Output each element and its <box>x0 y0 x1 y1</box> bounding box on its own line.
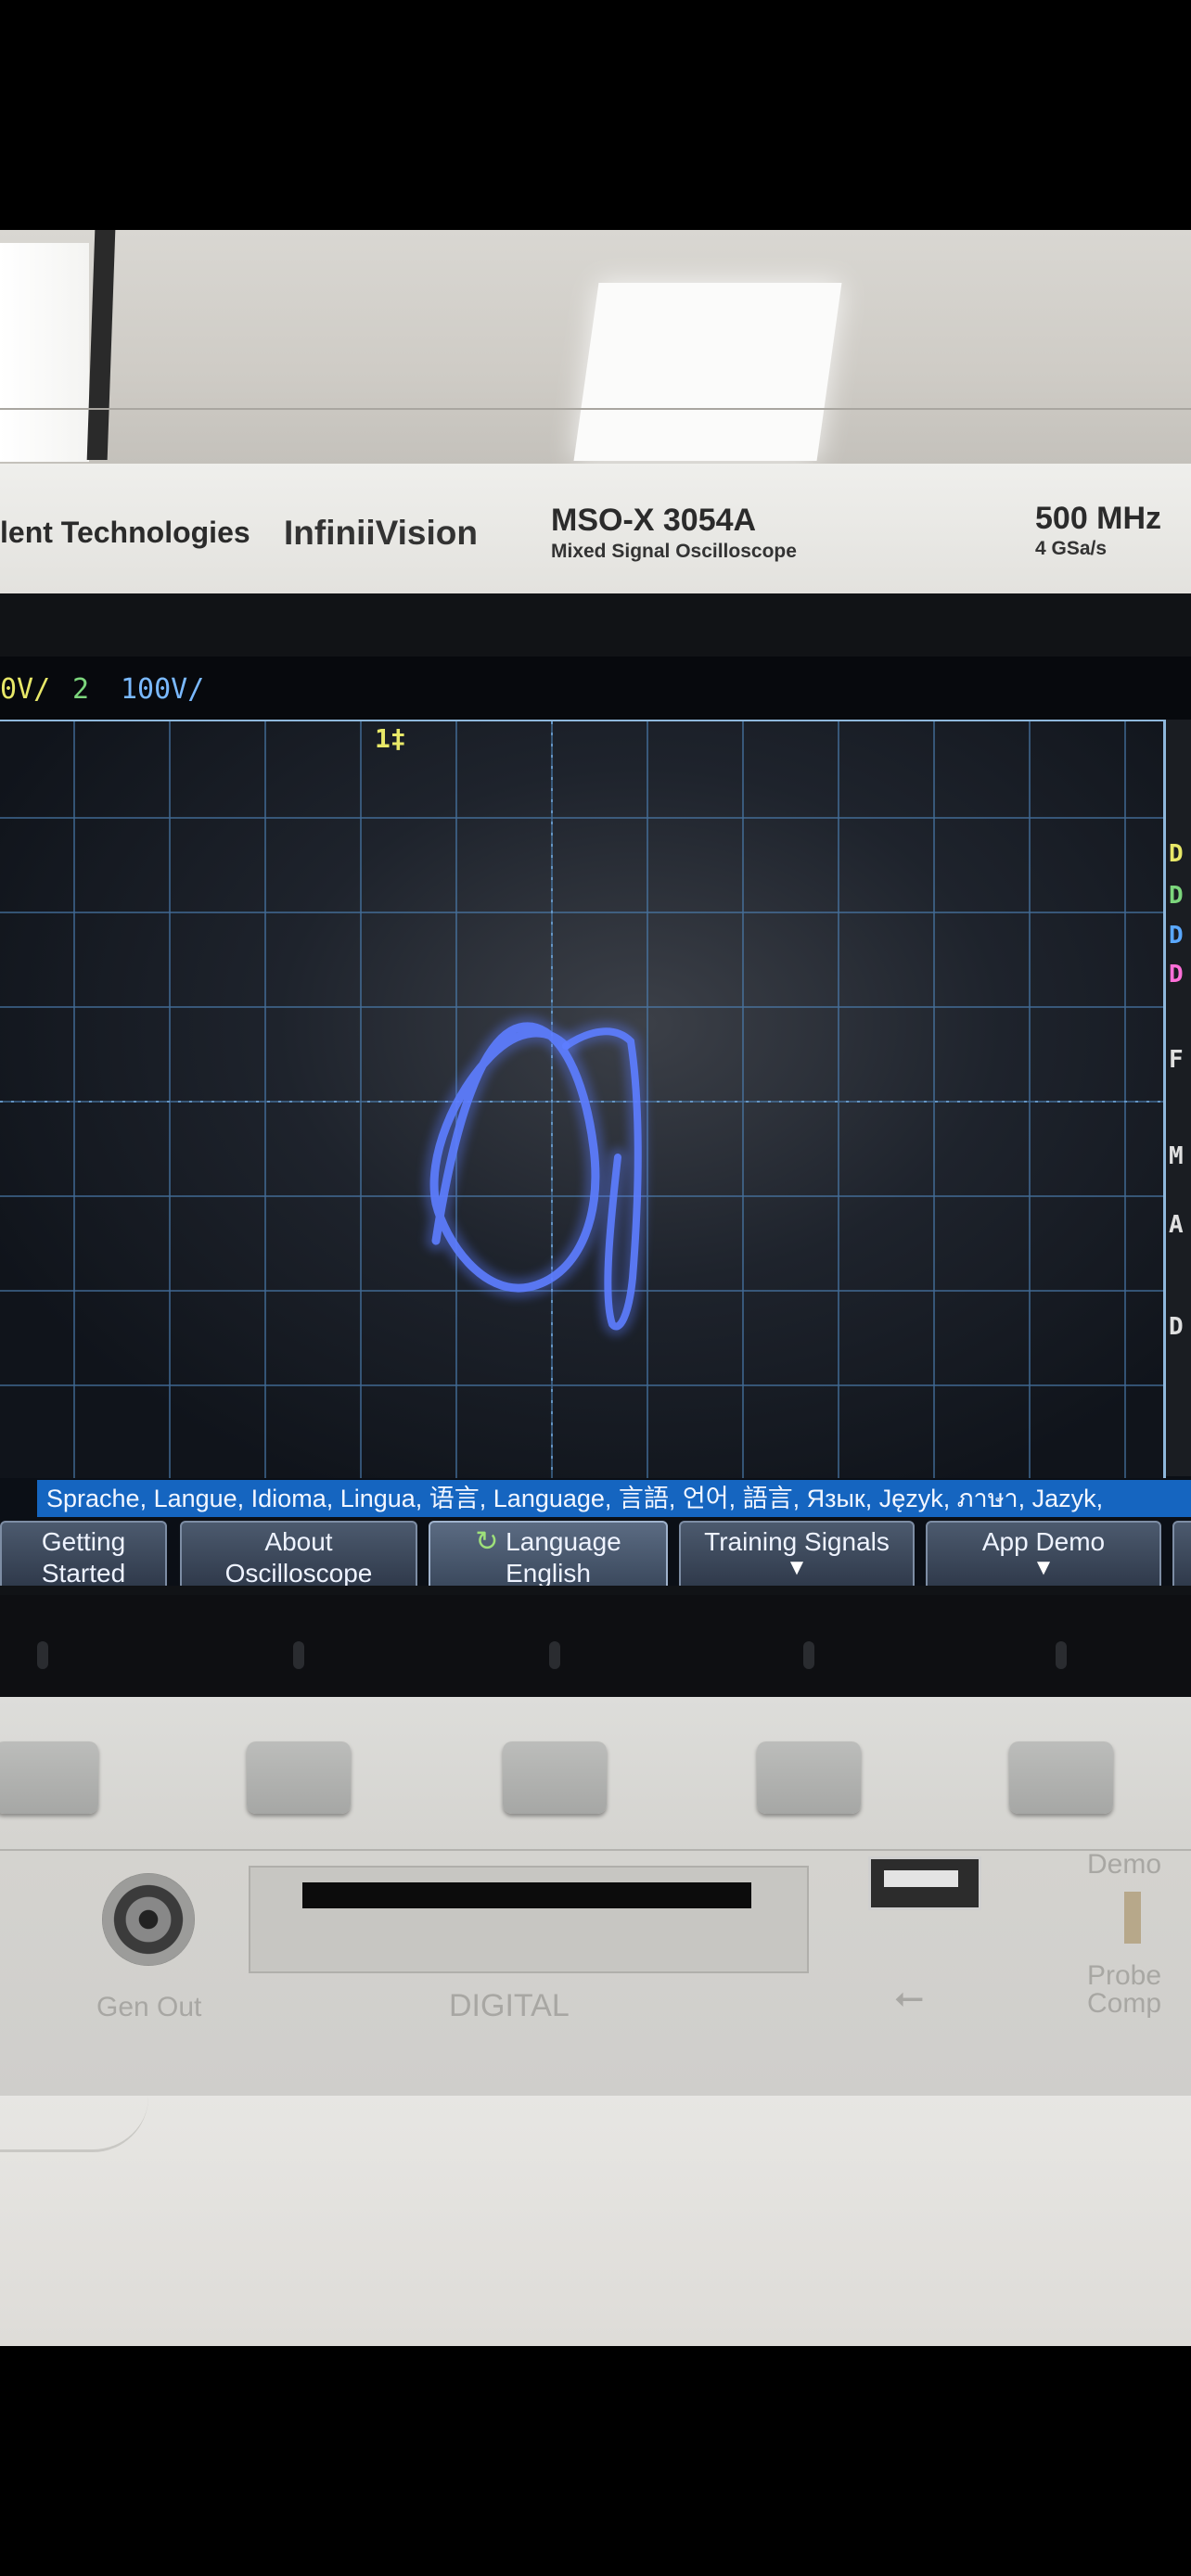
hardware-softkey-3[interactable] <box>503 1741 607 1814</box>
panel-seam <box>0 1849 1191 1851</box>
rail-indicator <box>803 1641 814 1669</box>
softkey-app-demo[interactable]: App Demo ▼ <box>926 1521 1161 1586</box>
hardware-softkey-2[interactable] <box>247 1741 351 1814</box>
softkey-label: Oscilloscope <box>224 1559 373 1586</box>
hardware-softkey-4[interactable] <box>757 1741 861 1814</box>
down-arrow-icon: ▼ <box>1032 1555 1055 1580</box>
softkey-label: Started <box>41 1559 126 1586</box>
rail-indicator <box>293 1641 304 1669</box>
ceiling-light-left <box>0 243 89 462</box>
language-help-strip: Sprache, Langue, Idioma, Lingua, 语言, Lan… <box>37 1480 1191 1517</box>
side-panel: D D D D F M A D <box>1166 720 1191 1476</box>
side-label: D <box>1169 961 1184 988</box>
softkey-edge[interactable] <box>1172 1521 1191 1586</box>
softkey-training-signals[interactable]: Training Signals ▼ <box>679 1521 915 1586</box>
oscilloscope-top-bezel <box>0 464 1191 595</box>
down-arrow-icon: ▼ <box>786 1555 808 1580</box>
digital-connector[interactable] <box>249 1866 809 1973</box>
probe-comp-terminal[interactable] <box>1124 1892 1141 1944</box>
scope-foot <box>0 2085 148 2152</box>
model-subtitle: Mixed Signal Oscilloscope <box>551 541 797 562</box>
usb-socket <box>884 1870 958 1887</box>
hardware-softkey-1[interactable] <box>0 1741 98 1814</box>
bandwidth-label: 500 MHz <box>1035 501 1162 536</box>
softkey-rail <box>0 1595 1191 1697</box>
graticule-svg <box>0 721 1163 1478</box>
series-name: InfiniiVision <box>284 514 478 552</box>
ch1-scale: 0V/ <box>0 673 51 706</box>
bnc-connector-icon[interactable] <box>102 1873 195 1966</box>
waveform-grid[interactable] <box>0 720 1166 1478</box>
digital-label: DIGITAL <box>449 1988 570 2023</box>
softkey-label: Getting <box>41 1527 126 1556</box>
side-label: D <box>1169 840 1184 868</box>
softkey-getting-started[interactable]: Getting Started <box>0 1521 167 1586</box>
rail-indicator <box>37 1641 48 1669</box>
side-label: D <box>1169 922 1184 950</box>
usb-port-icon[interactable] <box>868 1856 981 1910</box>
usb-symbol-icon: ⭠ <box>894 1977 924 2018</box>
demo-label: Demo <box>1087 1849 1162 1880</box>
side-label: D <box>1169 882 1184 910</box>
softkey-language[interactable]: ↻ Language English <box>429 1521 668 1586</box>
hardware-softkey-5[interactable] <box>1009 1741 1113 1814</box>
desk-surface <box>0 2096 1191 2346</box>
ch2-label: 2 <box>72 673 90 706</box>
xy-trace <box>424 1015 647 1336</box>
rail-indicator <box>549 1641 560 1669</box>
ceiling-seam <box>0 408 1191 410</box>
softkey-label: About <box>264 1527 333 1556</box>
softkey-about-oscilloscope[interactable]: About Oscilloscope <box>180 1521 417 1586</box>
oscilloscope-screen: 0V/ 2 100V/ <box>0 657 1191 1586</box>
side-label: A <box>1169 1211 1184 1239</box>
softkey-label: English <box>506 1559 591 1586</box>
digital-port <box>302 1882 751 1908</box>
sample-rate-label: 4 GSa/s <box>1035 538 1108 559</box>
softkey-label: Training Signals <box>704 1527 890 1556</box>
model-name: MSO-X 3054A <box>551 503 757 538</box>
probe-comp-label: Probe Comp <box>1087 1962 1161 2018</box>
status-bar: 0V/ 2 100V/ <box>0 657 1191 720</box>
ch2-scale: 100V/ <box>121 673 205 706</box>
probe-comp-line-1: Probe <box>1087 1960 1162 1991</box>
side-label: F <box>1169 1046 1184 1074</box>
probe-comp-line-2: Comp <box>1087 1988 1162 2019</box>
softkey-label: Language <box>506 1527 621 1556</box>
side-label: D <box>1169 1313 1184 1341</box>
rail-indicator <box>1056 1641 1067 1669</box>
trigger-marker-icon: 1‡ <box>375 723 406 754</box>
softkey-label: App Demo <box>981 1527 1106 1556</box>
gen-out-label: Gen Out <box>96 1992 202 2022</box>
ceiling-light-right <box>573 283 842 461</box>
brand-name: lent Technologies <box>0 516 250 549</box>
side-label: M <box>1169 1142 1184 1170</box>
rotate-arrow-icon: ↻ <box>475 1526 499 1557</box>
